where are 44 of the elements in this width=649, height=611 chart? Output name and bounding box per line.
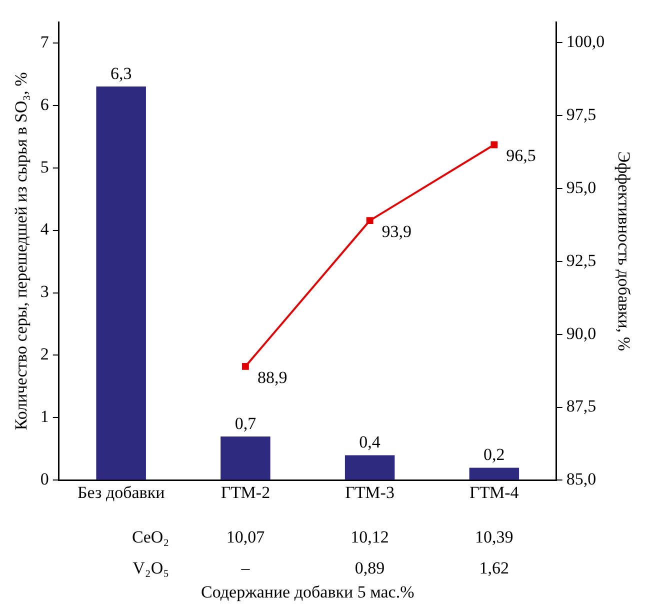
data-label: 6,3	[110, 64, 132, 84]
bar	[220, 436, 270, 480]
y2-axis-title: Эффективность добавки, %	[614, 151, 634, 352]
data-label: 0,4	[359, 432, 381, 452]
data-label: 96,5	[506, 146, 536, 166]
y-tick-label: 7	[40, 32, 50, 52]
y-tick-label: 5	[40, 157, 49, 176]
point	[490, 141, 498, 148]
data-label: 93,9	[382, 222, 412, 242]
bar	[344, 455, 395, 480]
y2-tick-label: 90,0	[566, 324, 596, 343]
x-tick-label: Без добавки	[77, 482, 165, 502]
text: 10,39	[475, 528, 514, 547]
y2-tick-label: 100,0	[566, 32, 605, 52]
y-tick-label: 3	[40, 282, 49, 302]
text: CeO₂	[132, 528, 170, 547]
y-axis-title: Количество серы, перешедшей из сырья в SO₃, %	[12, 72, 31, 430]
x-tick-label: ГТМ-4	[470, 482, 520, 502]
bar	[96, 86, 146, 480]
data-label: 0,7	[234, 414, 257, 433]
y-tick-label: 6	[40, 94, 49, 114]
bar	[469, 468, 520, 480]
point	[366, 217, 374, 224]
text: 0,89	[354, 558, 385, 578]
y-tick-label: 4	[40, 220, 50, 239]
text: V₂O₅	[132, 558, 170, 578]
x-tick-label: ГТМ-2	[220, 482, 270, 502]
y2-tick-label: 85,0	[566, 470, 596, 489]
data-label: 88,9	[257, 368, 288, 387]
text: 10,12	[350, 528, 389, 547]
text: 10,07	[226, 528, 266, 547]
y2-tick-label: 87,5	[566, 396, 596, 416]
y-tick-label: 1	[40, 407, 49, 426]
y-tick-label: 0	[40, 470, 49, 489]
text: 1,62	[479, 558, 510, 578]
y-tick-label: 2	[40, 344, 49, 364]
point	[242, 362, 249, 370]
data-label: 0,2	[484, 445, 505, 464]
y2-tick-label: 95,0	[566, 178, 596, 197]
y2-tick-label: 97,5	[566, 105, 596, 124]
text: –	[240, 558, 250, 578]
x-tick-label: ГТМ-3	[345, 482, 394, 502]
y2-tick-label: 92,5	[566, 250, 596, 270]
x-axis-title: Содержание добавки 5 мас.%	[201, 582, 414, 602]
